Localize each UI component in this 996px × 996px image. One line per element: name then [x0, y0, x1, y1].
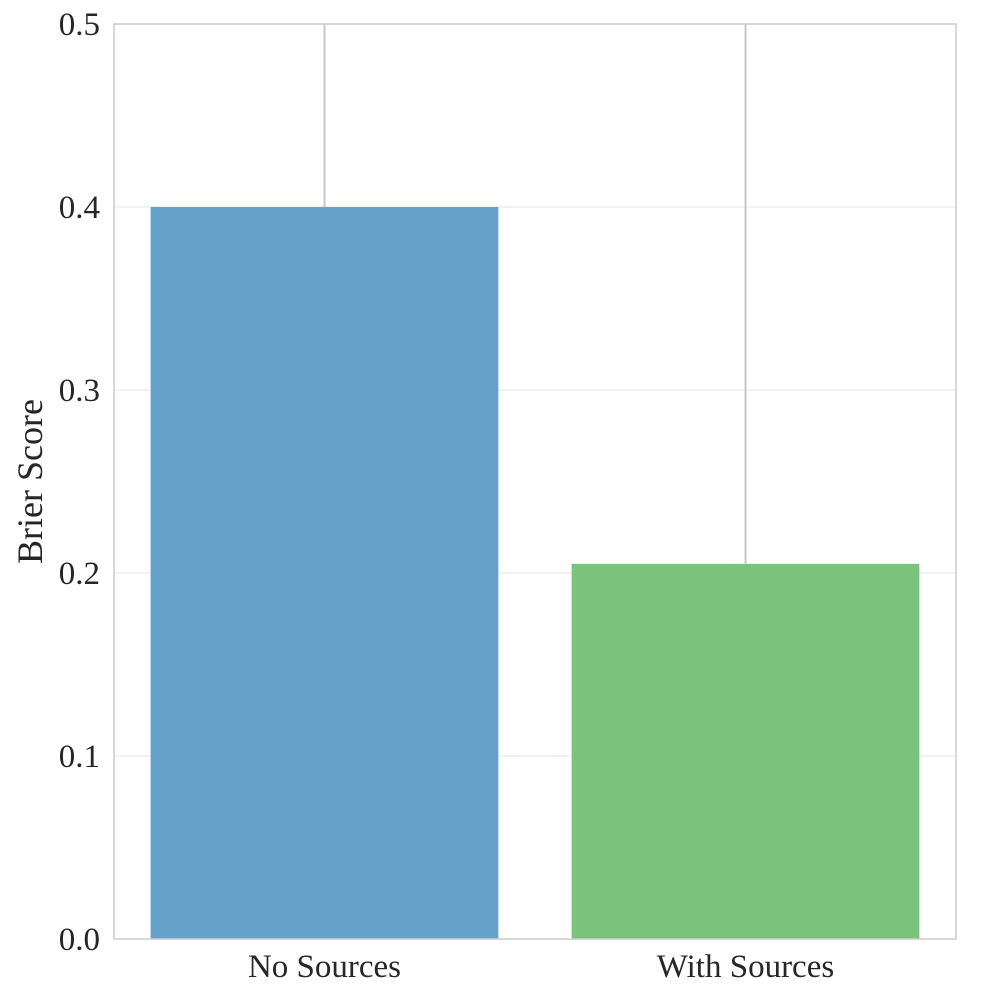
y-tick-label: 0.2 — [59, 556, 100, 592]
x-tick-labels: No Sources With Sources — [248, 949, 834, 985]
plot-frame — [113, 23, 957, 940]
x-tick-label: No Sources — [248, 949, 401, 985]
y-axis-title: Brier Score — [10, 399, 50, 564]
x-tick-label: With Sources — [657, 949, 834, 985]
error-bars — [323, 24, 747, 564]
y-tick-label: 0.1 — [59, 739, 100, 775]
y-tick-label: 0.5 — [59, 7, 100, 43]
y-tick-label: 0.4 — [59, 190, 100, 226]
y-tick-label: 0.3 — [59, 373, 100, 409]
bar-with-sources — [571, 563, 920, 939]
bar-no-sources — [150, 207, 499, 939]
y-tick-label: 0.0 — [59, 922, 100, 958]
bars — [150, 207, 920, 939]
y-tick-labels: 0.0 0.1 0.2 0.3 0.4 0.5 — [59, 7, 100, 958]
